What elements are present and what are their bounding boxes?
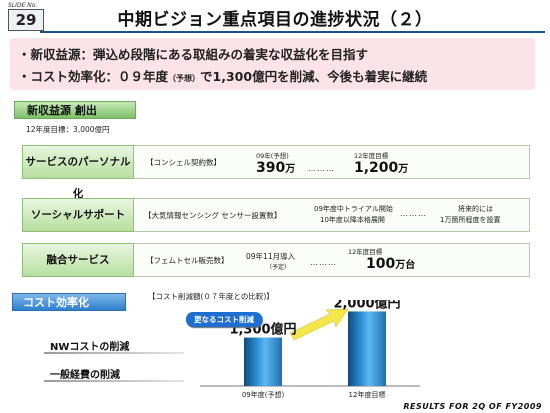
cost-item-underline <box>44 380 184 382</box>
bullet-text: ：弾込め段階にある取組みの着実な収益化を目指す <box>80 47 369 62</box>
fy09-note: （予定） <box>266 264 291 271</box>
row-label-social-support: ソーシャルサポート <box>22 198 134 232</box>
value-number: 1,200 <box>354 160 399 176</box>
bullet-text: で1,300億円を削減、今後も着実に継続 <box>200 69 428 84</box>
dotted-leader: ……… <box>308 164 335 173</box>
value-number: 390 <box>256 160 286 176</box>
metric-femtocell: 【フェムトセル販売数】 <box>146 256 229 265</box>
future-line-1: 将来的には <box>458 205 493 213</box>
further-reduction-callout: 更なるコスト削減 <box>186 312 262 327</box>
footer-caption: RESULTS FOR 2Q OF FY2009 <box>403 402 542 411</box>
target-value: 1,200万 <box>354 160 408 176</box>
value-unit: 万台 <box>395 260 416 271</box>
metric-sensor: 【大気情報センシング センサー設置数】 <box>144 211 282 220</box>
bullet-cost-efficiency: ・コスト効率化：０９年度（予想）で1,300億円を削減、今後も着実に継続 <box>18 66 427 85</box>
bullet-new-revenue: ・新収益源：弾込め段階にある取組みの着実な収益化を目指す <box>18 44 368 63</box>
bar-1 <box>348 311 386 386</box>
bar-value-label: 2,000億円 <box>333 300 400 311</box>
title-divider <box>40 31 545 33</box>
summary-box <box>10 38 535 90</box>
page-title: 中期ビジョン重点項目の進捗状況（２） <box>117 10 433 30</box>
increase-arrow-icon <box>289 308 349 341</box>
target-label: 12年度目標 <box>354 152 389 160</box>
x-tick-label: 09年度(予想) <box>242 390 285 399</box>
fy09-value: 390万 <box>256 160 295 176</box>
bullet-text: ：０９年度 <box>105 69 169 84</box>
chart-caption: 【コスト削減額(０７年度との比較)】 <box>148 292 274 301</box>
value-unit: 万 <box>285 164 296 175</box>
slide-no-label: SLIDE No. <box>8 2 38 9</box>
bullet-label: ・コスト効率化 <box>18 69 106 84</box>
plan-line-2: 10年度以降本格展開 <box>320 216 385 224</box>
cost-item-underline <box>44 352 184 354</box>
x-tick-label: 12年度目標 <box>349 390 386 399</box>
slide-number: 29 <box>8 9 44 31</box>
new-revenue-banner: 新収益源 創出 <box>14 101 136 119</box>
value-number: 100 <box>366 256 396 272</box>
target-label: 12年度目標 <box>348 248 383 256</box>
target-value: 100万台 <box>366 256 415 272</box>
row-label-personalization: サービスのパーソナル化 <box>22 145 134 200</box>
future-line-2: 1万箇所程度を設置 <box>440 216 501 224</box>
bullet-note: （予想） <box>168 74 201 83</box>
revenue-target-note: 12年度目標：3,000億円 <box>26 125 110 134</box>
cost-item-general: 一般経費の削減 <box>50 370 120 381</box>
dotted-leader: ……… <box>310 258 337 267</box>
fy09-label: 09年11月導入 <box>246 252 296 261</box>
cost-item-network: NWコストの削減 <box>50 342 130 353</box>
plan-line-1: 09年度中トライアル開始 <box>314 205 393 213</box>
bar-0 <box>244 337 282 386</box>
metric-concier: 【コンシェル契約数】 <box>146 158 221 167</box>
row-label-fusion-service: 融合サービス <box>22 243 134 277</box>
cost-efficiency-banner: コスト効率化 <box>12 293 126 311</box>
bullet-label: ・新収益源 <box>18 47 81 62</box>
dotted-leader: ……… <box>400 209 427 218</box>
value-unit: 万 <box>398 164 409 175</box>
fy09-label: 09年(予想) <box>256 152 289 160</box>
